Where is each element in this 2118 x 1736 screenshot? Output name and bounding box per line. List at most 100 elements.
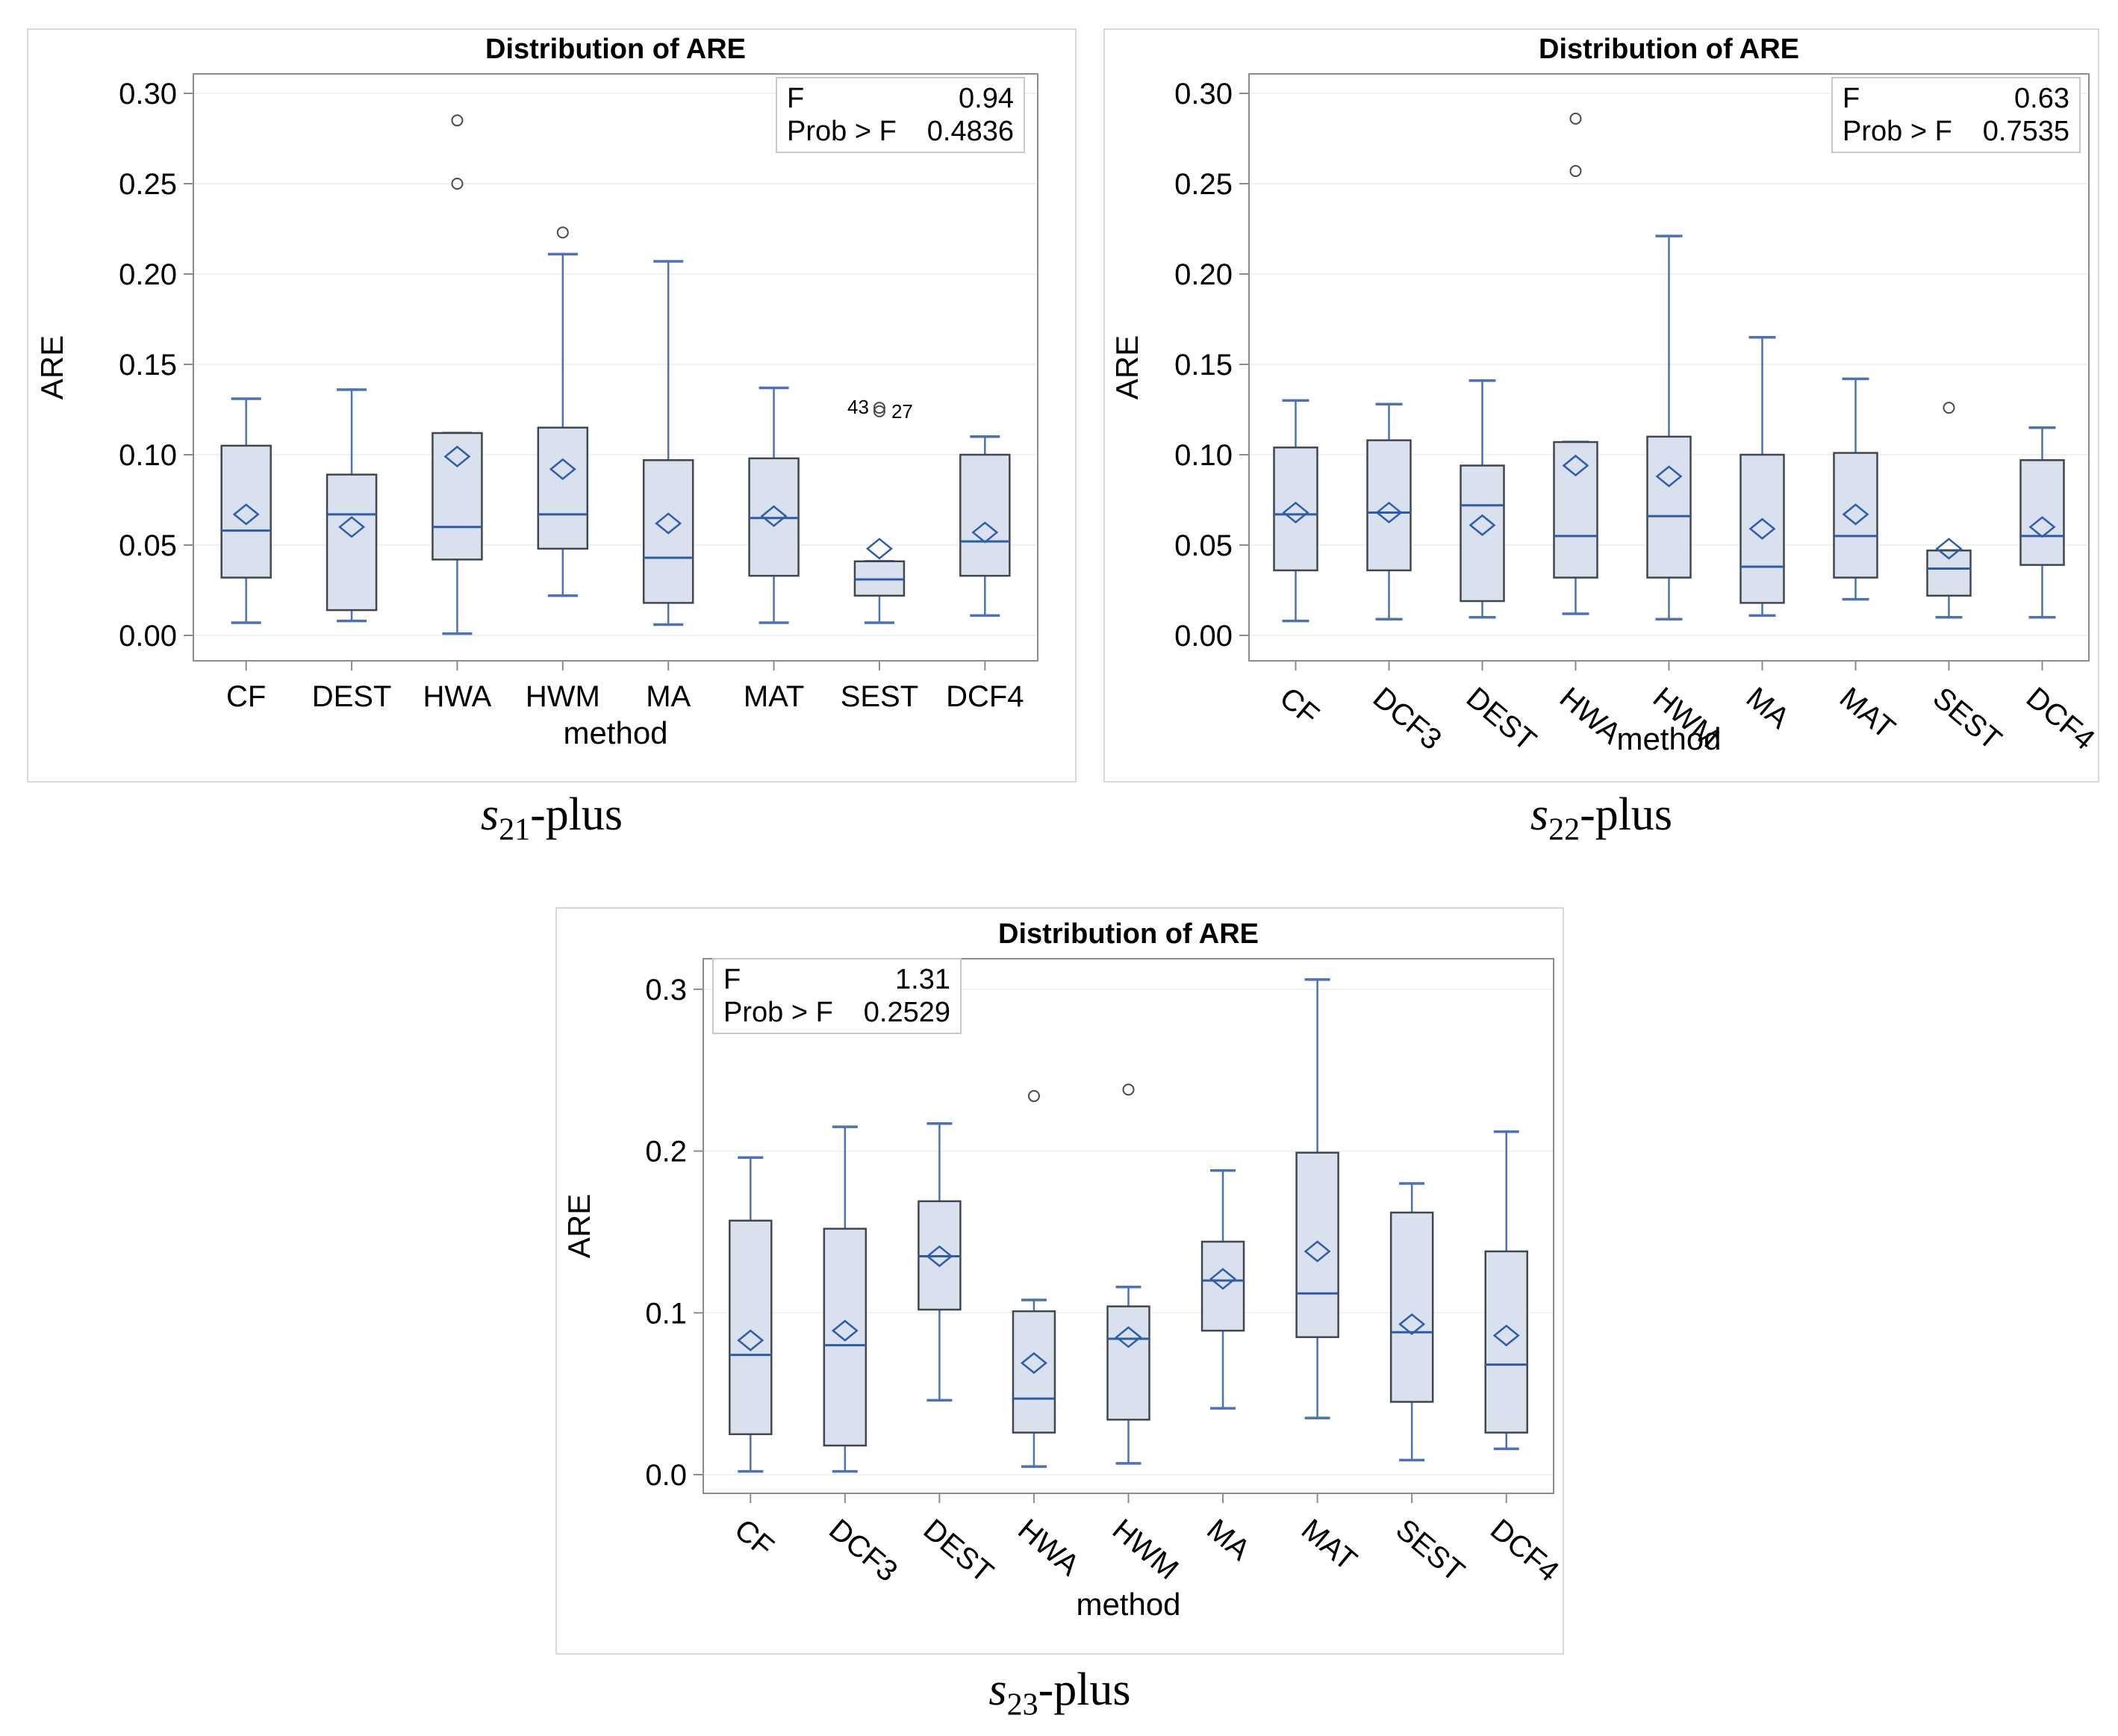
- outlier-marker: [556, 226, 569, 239]
- stats-label: F: [723, 964, 741, 995]
- outlier-label-right: 27: [891, 400, 913, 423]
- caption-symbol: s: [480, 789, 499, 840]
- stats-label: Prob > F: [1843, 116, 1952, 147]
- stats-box-frame: [776, 77, 1025, 153]
- outlier-marker: [1027, 1089, 1040, 1102]
- stats-box: F 1.31 Prob > F 0.2529: [712, 958, 962, 1034]
- box-CF: [1273, 399, 1318, 623]
- box-MA: [1739, 335, 1785, 617]
- stats-value: 0.94: [959, 83, 1014, 114]
- box-DCF3: [823, 1125, 868, 1473]
- y-tick-label: 0.2: [645, 1136, 687, 1169]
- iqr-box: [1106, 1305, 1150, 1421]
- iqr-box: [1460, 464, 1505, 603]
- y-axis-title: ARE: [1109, 335, 1144, 399]
- outlier-marker: [1569, 165, 1582, 178]
- iqr-box: [220, 444, 272, 579]
- x-tick-label: SEST: [1927, 681, 2008, 756]
- y-tick-label: 0.30: [119, 78, 177, 111]
- mean-marker: [1303, 1240, 1331, 1263]
- caption-s21-plus: s21-plus: [27, 788, 1077, 845]
- mean-marker: [1935, 538, 1963, 560]
- mean-marker: [926, 1245, 953, 1268]
- box-DCF3: [1366, 402, 1412, 620]
- caption-suffix: -plus: [1580, 789, 1673, 840]
- plot-border: [193, 73, 1038, 662]
- box-HWM: [537, 226, 589, 597]
- y-axis-title: ARE: [561, 1194, 597, 1258]
- caption-s23-plus: s23-plus: [555, 1664, 1564, 1720]
- chart-title: Distribution of ARE: [1539, 34, 1799, 65]
- x-tick-label: DCF3: [1367, 681, 1448, 756]
- panel-s23-plus: Distribution of ARE 0.3 0.2 0.1 0.0 ARE CF DCF3…: [555, 907, 1564, 1655]
- x-tick-label: DCF4: [2020, 681, 2098, 756]
- mean-marker: [1492, 1325, 1520, 1347]
- y-tick-label: 0.1: [645, 1297, 687, 1330]
- y-tick-label: 0.15: [1174, 349, 1233, 382]
- x-axis-title: method: [1076, 1587, 1180, 1622]
- outlier-marker: [873, 405, 885, 417]
- mean-marker: [760, 505, 788, 527]
- box-HWA: [1553, 112, 1598, 615]
- x-tick-label: HWA: [1012, 1513, 1086, 1582]
- outlier-marker: [873, 402, 885, 414]
- iqr-box: [729, 1219, 773, 1436]
- box-DCF4: [959, 435, 1011, 617]
- mean-marker: [655, 512, 682, 535]
- x-tick-label: MA: [1200, 1513, 1256, 1567]
- box-HWA: [432, 114, 483, 635]
- mean-marker: [737, 1329, 764, 1351]
- stats-box: F 0.63 Prob > F 0.7535: [1831, 77, 2081, 153]
- chart-title: Distribution of ARE: [998, 918, 1259, 950]
- box-HWM: [1646, 234, 1692, 620]
- stats-label: Prob > F: [787, 116, 897, 147]
- x-tick-label: DEST: [918, 1513, 1000, 1589]
- x-tick-label: DEST: [312, 680, 392, 713]
- iqr-box: [1200, 1240, 1245, 1332]
- iqr-box: [1553, 441, 1598, 579]
- mean-marker: [443, 445, 471, 468]
- mean-marker: [338, 516, 366, 538]
- mean-marker: [232, 503, 260, 526]
- box-SEST: [1926, 402, 1972, 619]
- stats-label: F: [787, 83, 804, 114]
- x-tick-label: HWA: [423, 680, 492, 713]
- iqr-box: [1833, 452, 1878, 579]
- y-axis-title: ARE: [34, 335, 69, 399]
- box-CF: [729, 1156, 773, 1473]
- y-tick-label: 0.30: [1174, 78, 1233, 111]
- stats-box: F 0.94 Prob > F 0.4836: [776, 77, 1025, 153]
- iqr-box: [2019, 459, 2065, 566]
- caption-suffix: -plus: [1038, 1664, 1131, 1715]
- mean-marker: [1020, 1351, 1047, 1375]
- mean-marker: [1282, 501, 1309, 524]
- iqr-box: [1295, 1151, 1339, 1339]
- box-MAT: [748, 386, 800, 624]
- plot-border: [1248, 73, 2090, 662]
- outlier-label-left: 43: [847, 396, 869, 418]
- stats-value: 0.63: [2014, 83, 2069, 114]
- y-tick-label: 0.0: [645, 1459, 687, 1492]
- mean-marker: [865, 538, 893, 560]
- x-tick-label: DCF4: [1484, 1513, 1563, 1588]
- x-tick-label: DEST: [1460, 681, 1542, 757]
- box-MAT: [1833, 377, 1878, 601]
- box-SEST: [1389, 1182, 1434, 1462]
- x-tick-label: MAT: [1834, 681, 1901, 745]
- box-DCF4: [1484, 1130, 1528, 1451]
- iqr-box: [537, 426, 589, 550]
- boxplot-s23: Distribution of ARE 0.3 0.2 0.1 0.0 ARE CF DCF3…: [561, 918, 1563, 1622]
- iqr-box: [1273, 447, 1318, 572]
- x-tick-label: MA: [646, 680, 691, 713]
- y-tick-label: 0.25: [119, 168, 177, 201]
- x-tick-label: MA: [1740, 681, 1795, 735]
- stats-box-frame: [1831, 77, 2081, 153]
- box-MA: [1200, 1169, 1245, 1410]
- chart-title: Distribution of ARE: [485, 34, 746, 65]
- y-tick-label: 0.10: [119, 439, 177, 472]
- stats-value: 1.31: [895, 964, 950, 995]
- y-tick-label: 0.15: [119, 349, 177, 382]
- x-tick-label: CF: [1274, 681, 1325, 732]
- iqr-box: [326, 473, 378, 612]
